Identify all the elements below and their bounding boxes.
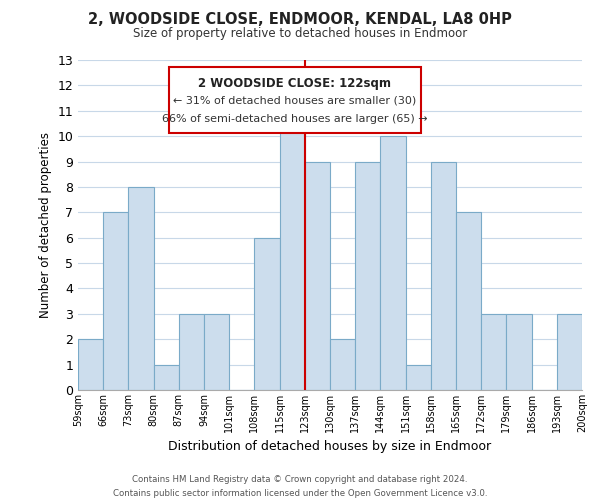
Bar	[254, 238, 280, 390]
Bar	[204, 314, 229, 390]
Bar	[128, 187, 154, 390]
Bar	[380, 136, 406, 390]
Bar	[154, 364, 179, 390]
Bar	[355, 162, 380, 390]
X-axis label: Distribution of detached houses by size in Endmoor: Distribution of detached houses by size …	[169, 440, 491, 454]
Bar	[557, 314, 582, 390]
Bar	[179, 314, 204, 390]
Bar	[506, 314, 532, 390]
Bar	[406, 364, 431, 390]
FancyBboxPatch shape	[169, 66, 421, 132]
Text: Contains HM Land Registry data © Crown copyright and database right 2024.
Contai: Contains HM Land Registry data © Crown c…	[113, 476, 487, 498]
Bar	[431, 162, 456, 390]
Bar	[103, 212, 128, 390]
Bar	[305, 162, 330, 390]
Text: 66% of semi-detached houses are larger (65) →: 66% of semi-detached houses are larger (…	[162, 114, 428, 124]
Text: ← 31% of detached houses are smaller (30): ← 31% of detached houses are smaller (30…	[173, 96, 416, 106]
Bar	[330, 339, 355, 390]
Text: 2, WOODSIDE CLOSE, ENDMOOR, KENDAL, LA8 0HP: 2, WOODSIDE CLOSE, ENDMOOR, KENDAL, LA8 …	[88, 12, 512, 28]
Y-axis label: Number of detached properties: Number of detached properties	[39, 132, 52, 318]
Bar	[481, 314, 506, 390]
Text: 2 WOODSIDE CLOSE: 122sqm: 2 WOODSIDE CLOSE: 122sqm	[198, 76, 391, 90]
Bar	[280, 111, 305, 390]
Bar	[456, 212, 481, 390]
Bar	[78, 339, 103, 390]
Text: Size of property relative to detached houses in Endmoor: Size of property relative to detached ho…	[133, 28, 467, 40]
